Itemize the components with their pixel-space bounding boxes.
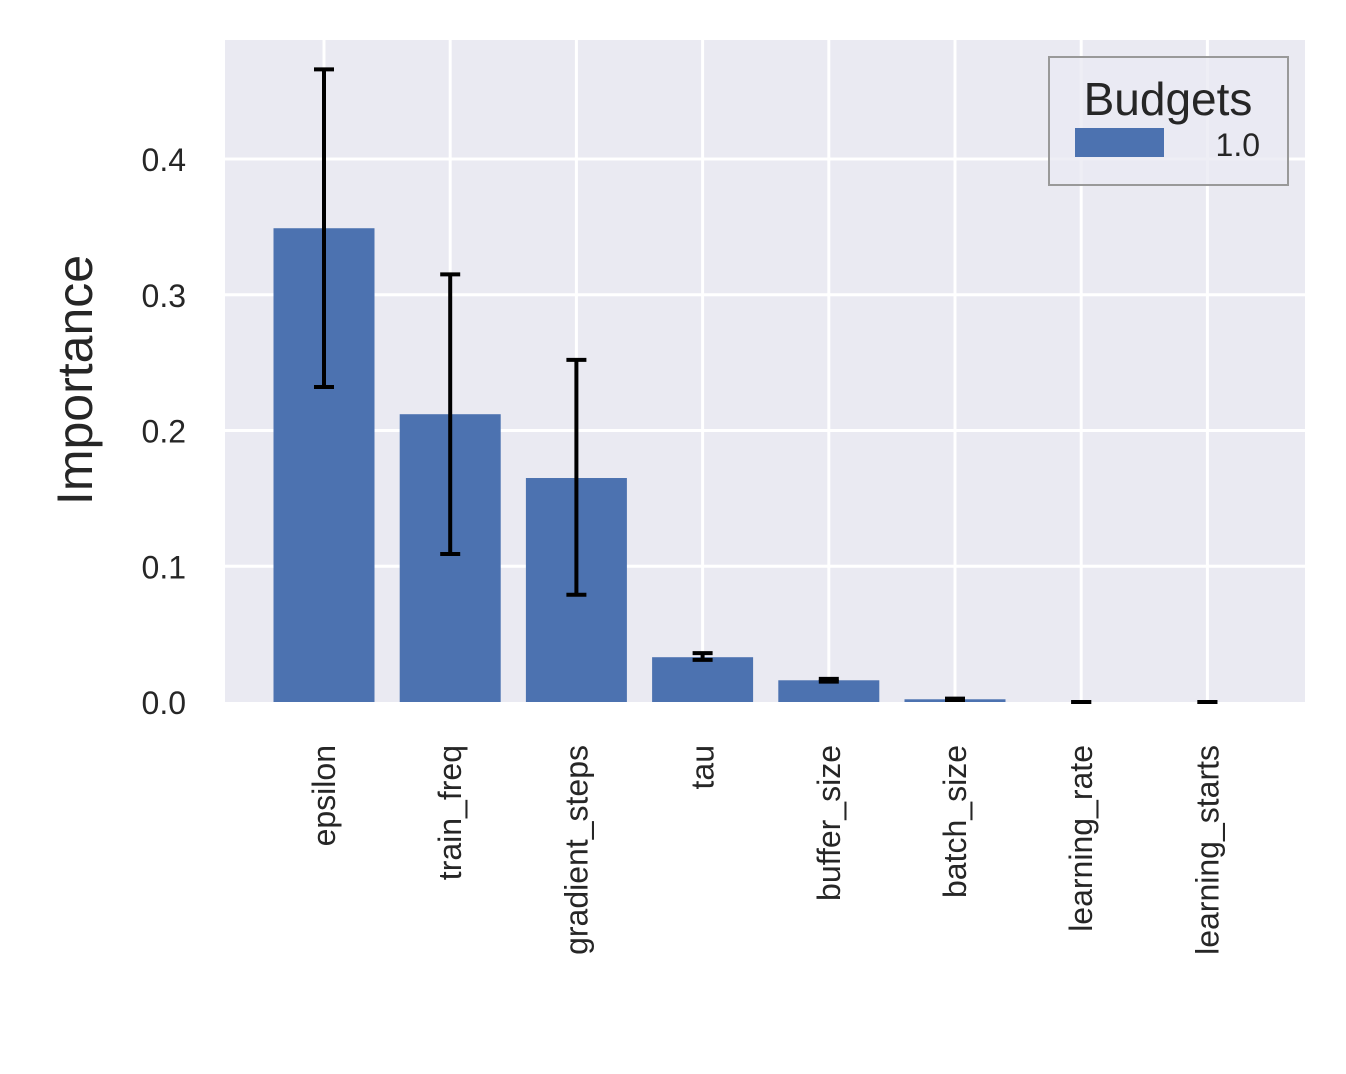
x-axis-ticks: epsilon train_freq gradient_steps tau buffer… (306, 745, 1225, 955)
legend-box (1048, 56, 1289, 186)
x-tick-label: epsilon (306, 745, 342, 846)
grid-lines (225, 40, 1305, 702)
bar-buffer_size (778, 680, 880, 702)
x-tick-label: buffer_size (811, 745, 847, 901)
x-tick-label: tau (685, 745, 721, 789)
error-bar-buffer_size (818, 676, 839, 684)
y-tick-label: 0.1 (142, 549, 186, 585)
x-tick-label: learning_starts (1189, 745, 1225, 955)
y-tick-label: 0.2 (142, 414, 186, 450)
error-bar-gradient_steps (566, 357, 587, 597)
x-tick-label: batch_size (937, 745, 973, 898)
error-bar-epsilon (314, 67, 334, 390)
bars (273, 228, 1006, 703)
legend: Budgets 1.0 (1048, 56, 1289, 186)
x-tick-label: learning_rate (1063, 745, 1099, 932)
legend-entry-label: 1.0 (1216, 127, 1260, 163)
legend-title: Budgets (1084, 73, 1253, 125)
error-bar-batch_size (945, 696, 965, 702)
x-tick-label: train_freq (432, 745, 468, 880)
legend-swatch (1075, 128, 1164, 157)
y-tick-label: 0.4 (142, 142, 186, 178)
error-bar-train_freq (440, 272, 461, 557)
y-tick-label: 0.0 (142, 685, 186, 721)
bar-tau (652, 657, 754, 702)
y-tick-label: 0.3 (142, 278, 186, 314)
error-bars (314, 67, 1218, 704)
x-tick-label: gradient_steps (558, 745, 594, 955)
y-axis-ticks: 0.0 0.1 0.2 0.3 0.4 (142, 142, 186, 721)
error-bar-tau (692, 651, 713, 662)
y-axis-label: Importance (47, 255, 103, 505)
